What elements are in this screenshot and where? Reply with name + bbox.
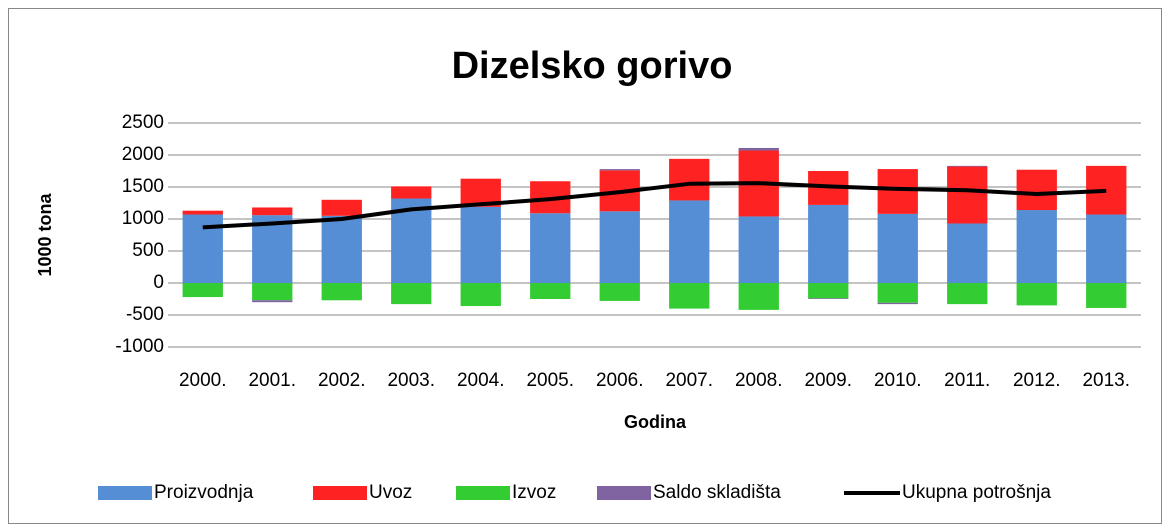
bar [321, 215, 362, 283]
y-tick-label: 500 [132, 240, 164, 261]
bar [669, 283, 710, 309]
y-tick-label: 1000 [122, 208, 164, 229]
bar [669, 200, 710, 283]
y-tick-label: 0 [153, 272, 164, 293]
bar [738, 147, 779, 151]
chart-title: Dizelsko gorivo [452, 45, 733, 87]
y-tick-label: 2000 [122, 144, 164, 165]
x-tick-label: 2012. [1013, 370, 1061, 391]
legend-swatch [456, 486, 510, 500]
x-tick-label: 2002. [318, 370, 366, 391]
bar [252, 215, 293, 283]
x-tick-label: 2011. [944, 370, 990, 391]
bar [391, 283, 432, 305]
x-axis-label: Godina [624, 412, 687, 432]
bar [182, 283, 223, 298]
bar [669, 158, 710, 201]
bar [1086, 283, 1127, 308]
x-tick-label: 2004. [457, 370, 505, 391]
x-tick-label: 2001. [248, 370, 296, 391]
bar [460, 283, 501, 307]
legend-label: Uvoz [369, 482, 412, 503]
line [202, 181, 1107, 230]
bar [530, 213, 571, 283]
bar [738, 216, 779, 283]
bar [877, 283, 918, 303]
legend-label: Saldo skladišta [653, 482, 781, 503]
x-tick-label: 2000. [179, 370, 227, 391]
bar [252, 283, 293, 301]
bar [391, 186, 432, 199]
bar [252, 207, 293, 216]
bar [321, 283, 362, 301]
legend-swatch [313, 486, 367, 500]
legend-label: Proizvodnja [154, 482, 254, 503]
legend-swatch [98, 486, 152, 500]
bar [599, 169, 640, 171]
bar [599, 283, 640, 301]
y-tick-label: 2500 [122, 112, 164, 133]
bar [460, 206, 501, 283]
legend-label: Ukupna potrošnja [902, 482, 1051, 503]
y-axis-label: 1000 tona [35, 192, 55, 276]
bar [877, 169, 918, 214]
legend-swatch [597, 486, 651, 500]
bar [1086, 214, 1127, 283]
x-tick-label: 2009. [804, 370, 852, 391]
legend-label: Izvoz [512, 482, 556, 503]
bar [1016, 283, 1057, 306]
bar [599, 211, 640, 283]
x-tick-label: 2010. [874, 370, 922, 391]
x-tick-label: 2005. [526, 370, 574, 391]
bar [947, 223, 988, 283]
bar [530, 283, 571, 299]
x-tick-label: 2008. [735, 370, 783, 391]
x-tick-label: 2013. [1082, 370, 1130, 391]
x-tick-label: 2006. [596, 370, 644, 391]
bar [808, 298, 849, 299]
bar [947, 283, 988, 305]
bar [808, 204, 849, 283]
x-tick-label: 2007. [665, 370, 713, 391]
bar [321, 199, 362, 216]
bar [947, 166, 988, 224]
bar [1016, 169, 1057, 211]
y-tick-label: -1000 [115, 336, 164, 357]
bar [947, 165, 988, 167]
y-tick-label: -500 [126, 304, 164, 325]
y-tick-label: 1500 [122, 176, 164, 197]
bar [182, 210, 223, 215]
bar [877, 302, 918, 305]
bar [738, 283, 779, 310]
bar [808, 283, 849, 299]
x-tick-label: 2003. [387, 370, 435, 391]
bar [877, 213, 918, 283]
bar [252, 300, 293, 303]
bar [1016, 210, 1057, 283]
